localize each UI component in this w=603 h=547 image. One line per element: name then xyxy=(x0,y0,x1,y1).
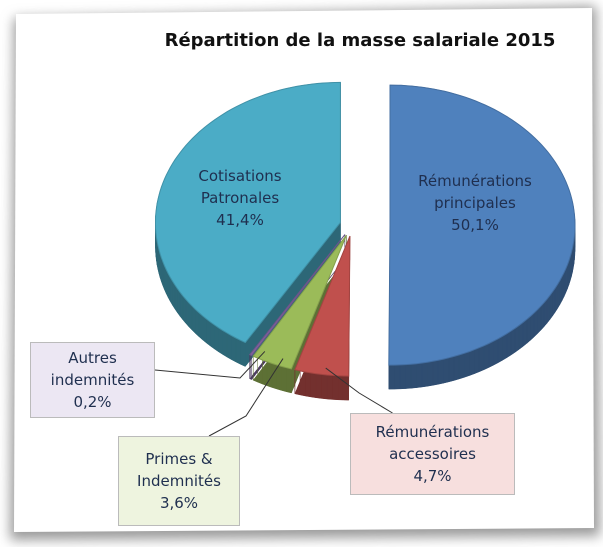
slice xyxy=(388,84,576,366)
category-label: Autres indemnités xyxy=(50,349,135,389)
category-label: Cotisations Patronales xyxy=(198,167,282,207)
leader-line xyxy=(325,367,393,414)
value-label: 4,7% xyxy=(413,467,452,485)
leader-line xyxy=(154,351,266,379)
callout-box: Autres indemnités 0,2% xyxy=(30,342,155,418)
slice-label: Cotisations Patronales 41,4% xyxy=(165,165,315,231)
slice xyxy=(294,235,351,377)
slice-side xyxy=(249,233,346,381)
value-label: 50,1% xyxy=(451,216,499,234)
category-label: Rémunérations principales xyxy=(418,172,532,212)
category-label: Primes & Indemnités xyxy=(137,450,221,490)
slice xyxy=(248,234,346,357)
value-label: 3,6% xyxy=(159,494,199,512)
callout-box: Primes & Indemnités 3,6% xyxy=(118,436,240,526)
category-label: Rémunérations accessoires xyxy=(375,423,490,463)
slice-label: Rémunérations principales 50,1% xyxy=(400,170,550,236)
callout-box: Rémunérations accessoires 4,7% xyxy=(350,413,515,495)
slice xyxy=(252,234,347,370)
value-label: 0,2% xyxy=(73,393,112,411)
chart-title: Répartition de la masse salariale 2015 xyxy=(164,30,556,51)
value-label: 41,4% xyxy=(216,211,264,229)
leader-line xyxy=(208,358,284,437)
slice xyxy=(155,81,341,344)
